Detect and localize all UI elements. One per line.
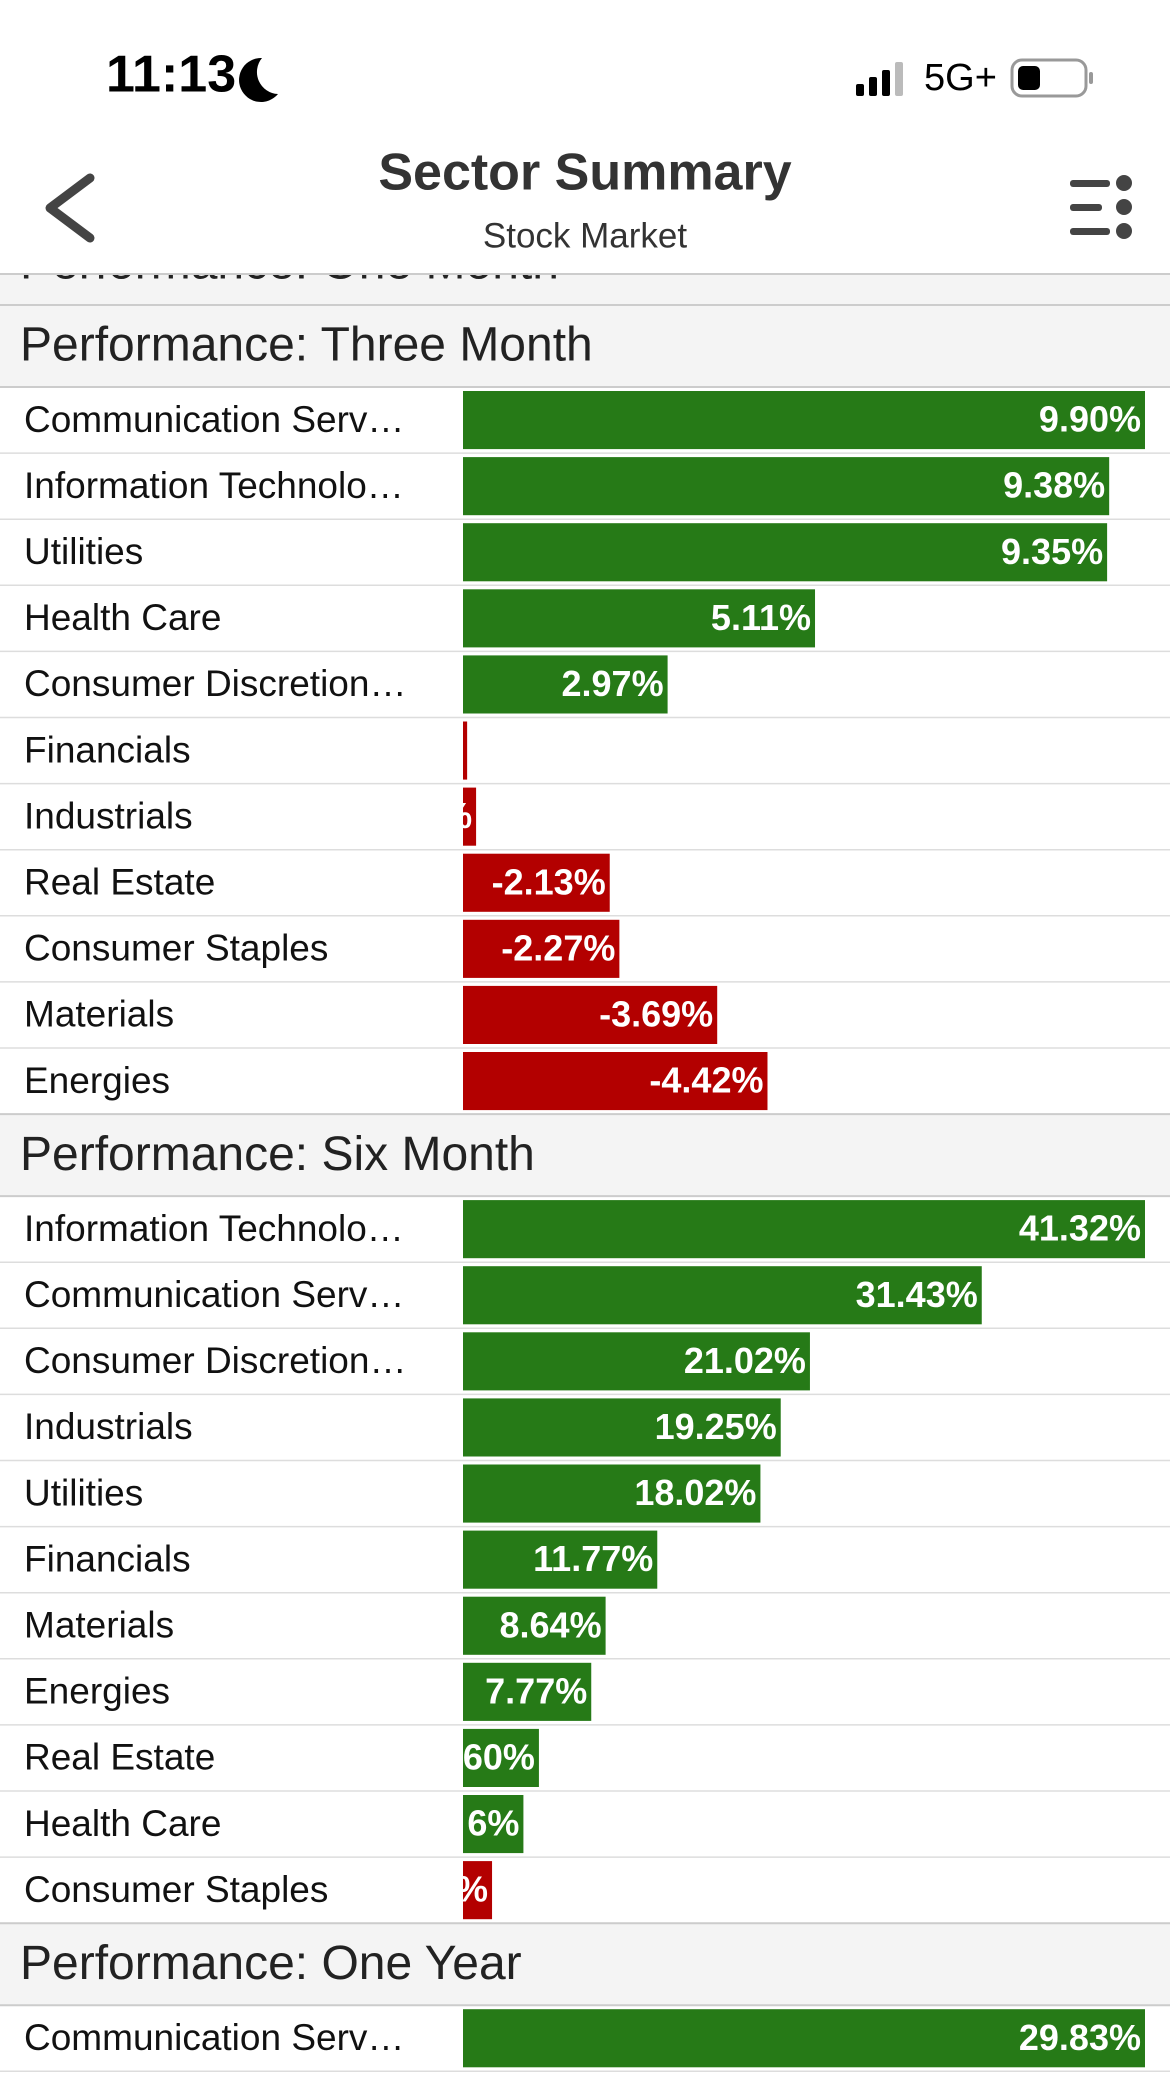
value-label: 21.02% xyxy=(684,1340,806,1381)
value-label: 19.25% xyxy=(655,1406,777,1447)
bar xyxy=(463,589,816,648)
nav-title: Sector Summary xyxy=(378,144,791,202)
bar xyxy=(463,1266,982,1325)
category-label: Consumer Staples xyxy=(24,928,328,969)
value-label: % xyxy=(456,1869,488,1910)
menu-button[interactable] xyxy=(1070,175,1132,239)
signal-icon xyxy=(856,62,903,96)
category-label: Consumer Discretion… xyxy=(24,1340,406,1381)
value-label: 60% xyxy=(463,1736,535,1777)
network-label: 5G+ xyxy=(924,57,997,99)
bar xyxy=(463,1662,592,1721)
bar xyxy=(463,721,468,780)
bar xyxy=(463,787,477,846)
moon-icon xyxy=(239,57,278,102)
category-label: Financials xyxy=(24,1538,191,1579)
battery-icon xyxy=(1010,58,1093,98)
bar xyxy=(463,655,668,714)
bar xyxy=(463,1052,768,1111)
value-label: 29.83% xyxy=(1019,2017,1141,2058)
bar xyxy=(463,1200,1145,1259)
nav-background xyxy=(0,0,1170,274)
value-label: -2.13% xyxy=(492,861,606,902)
category-label: Communication Serv… xyxy=(24,2017,404,2058)
category-label: Information Technolo… xyxy=(24,1208,404,1249)
bar xyxy=(463,1464,761,1523)
category-label: Real Estate xyxy=(24,1737,215,1778)
value-label: 8.64% xyxy=(500,1604,602,1645)
back-button[interactable] xyxy=(45,173,95,243)
section-title: Performance: Three Month xyxy=(20,319,593,372)
category-label: Real Estate xyxy=(24,862,215,903)
section-header xyxy=(0,305,1170,387)
value-label: 2.97% xyxy=(562,663,664,704)
section-header xyxy=(0,1923,1170,2006)
value-label: -3.69% xyxy=(599,993,713,1034)
bar xyxy=(463,391,1145,450)
top-bar: 11:13 5G+ Sector Summary Stock Market xyxy=(0,0,1170,275)
section-title: Performance: Six Month xyxy=(20,1128,535,1181)
bar xyxy=(463,985,718,1044)
status-time: 11:13 xyxy=(106,46,236,104)
category-label: Utilities xyxy=(24,1472,143,1513)
value-label: -4.42% xyxy=(649,1060,763,1101)
value-label: 11.77% xyxy=(533,1538,653,1579)
bar xyxy=(463,1332,810,1391)
value-label: 41.32% xyxy=(1019,1208,1141,1249)
bar xyxy=(463,1530,658,1589)
bar xyxy=(463,457,1110,516)
category-label: Industrials xyxy=(24,795,193,836)
bar xyxy=(463,1596,606,1655)
category-label: Health Care xyxy=(24,597,221,638)
bar xyxy=(463,853,610,912)
category-label: Industrials xyxy=(24,1406,193,1447)
category-label: Financials xyxy=(24,729,191,770)
value-label: 9.35% xyxy=(1001,531,1103,572)
value-label: 7.77% xyxy=(485,1670,587,1711)
bar xyxy=(463,1795,524,1854)
bar xyxy=(463,2009,1145,2068)
bar xyxy=(463,1398,781,1457)
category-label: Information Technolo… xyxy=(24,465,404,506)
category-label: Utilities xyxy=(24,531,143,572)
bar xyxy=(463,523,1108,582)
value-label: % xyxy=(440,795,472,836)
value-label: 31.43% xyxy=(856,1274,978,1315)
category-label: Energies xyxy=(24,1060,170,1101)
bar xyxy=(463,1861,493,1920)
bar xyxy=(463,1728,539,1787)
category-label: Consumer Discretion… xyxy=(24,663,406,704)
bar xyxy=(463,919,620,978)
value-label: 9.38% xyxy=(1003,465,1105,506)
category-label: Health Care xyxy=(24,1803,221,1844)
value-label: 9.90% xyxy=(1039,399,1141,440)
nav-subtitle: Stock Market xyxy=(483,216,687,255)
category-label: Consumer Staples xyxy=(24,1869,328,1910)
category-label: Communication Serv… xyxy=(24,1274,404,1315)
category-label: Materials xyxy=(24,994,174,1035)
value-label: -2.27% xyxy=(501,927,615,968)
section-title: Performance: One Year xyxy=(20,1937,522,1990)
category-label: Communication Serv… xyxy=(24,399,404,440)
category-label: Materials xyxy=(24,1605,174,1646)
value-label: 6% xyxy=(467,1803,519,1844)
section-header xyxy=(0,1114,1170,1197)
value-label: 18.02% xyxy=(634,1472,756,1513)
content: Performance: One Month Performance: Thre… xyxy=(0,223,1170,2073)
value-label: 5.11% xyxy=(711,597,811,638)
category-label: Energies xyxy=(24,1671,170,1712)
